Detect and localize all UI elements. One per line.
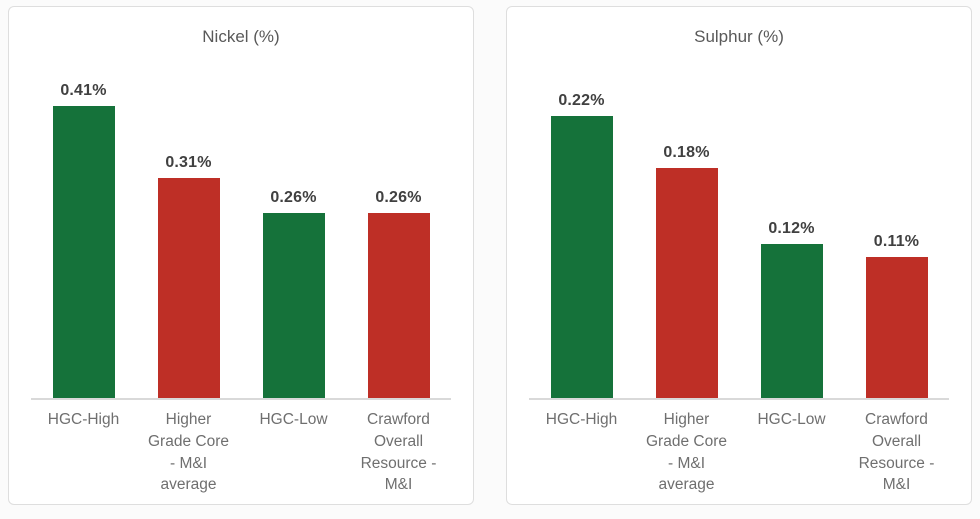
- chart-card-sulphur: Sulphur (%) 0.22% 0.18% 0.12% 0.11% HGC-Hig…: [506, 6, 972, 505]
- category-axis: HGC-High Higher Grade Core - M&I average H…: [529, 409, 949, 496]
- bar-value-label: 0.22%: [558, 92, 605, 110]
- bar-value-label: 0.41%: [60, 82, 107, 100]
- bar-value-label: 0.31%: [165, 154, 212, 172]
- bar: [367, 213, 430, 399]
- charts-row: Nickel (%) 0.41% 0.31% 0.26% 0.26% HGC-High…: [8, 6, 972, 505]
- bar-value-label: 0.26%: [270, 189, 317, 207]
- category-label: HGC-Low: [259, 411, 328, 429]
- bar-column: 0.18%: [634, 63, 739, 399]
- bar: [262, 213, 325, 399]
- bar-column: 0.26%: [346, 63, 451, 399]
- bar-column: 0.11%: [844, 63, 949, 399]
- chart-title: Sulphur (%): [694, 27, 784, 46]
- bar: [157, 178, 220, 399]
- chart-card-nickel: Nickel (%) 0.41% 0.31% 0.26% 0.26% HGC-High…: [8, 6, 474, 505]
- bar: [550, 116, 613, 399]
- bar-column: 0.26%: [241, 63, 346, 399]
- category-axis: HGC-High Higher Grade Core - M&I average H…: [31, 409, 451, 496]
- bar-column: 0.12%: [739, 63, 844, 399]
- bar-value-label: 0.18%: [663, 144, 710, 162]
- bar-column: 0.31%: [136, 63, 241, 399]
- category-label: Higher Grade Core - M&I average: [646, 411, 727, 494]
- plot-area: 0.22% 0.18% 0.12% 0.11%: [529, 63, 949, 401]
- category-label: HGC-High: [545, 411, 618, 429]
- bar-column: 0.22%: [529, 63, 634, 399]
- chart-title: Nickel (%): [202, 27, 280, 46]
- category-label: Crawford Overall Resource - M&I: [360, 411, 437, 494]
- bar-column: 0.41%: [31, 63, 136, 399]
- category-label: HGC-High: [47, 411, 120, 429]
- bar-value-label: 0.26%: [375, 189, 422, 207]
- category-label: Higher Grade Core - M&I average: [148, 411, 229, 494]
- category-label: HGC-Low: [757, 411, 826, 429]
- bar: [655, 168, 718, 399]
- bar-value-label: 0.12%: [768, 220, 815, 238]
- plot-area: 0.41% 0.31% 0.26% 0.26%: [31, 63, 451, 401]
- category-label: Crawford Overall Resource - M&I: [858, 411, 935, 494]
- bar: [865, 257, 928, 399]
- bar: [760, 244, 823, 399]
- bar: [52, 106, 115, 399]
- bar-value-label: 0.11%: [873, 233, 920, 251]
